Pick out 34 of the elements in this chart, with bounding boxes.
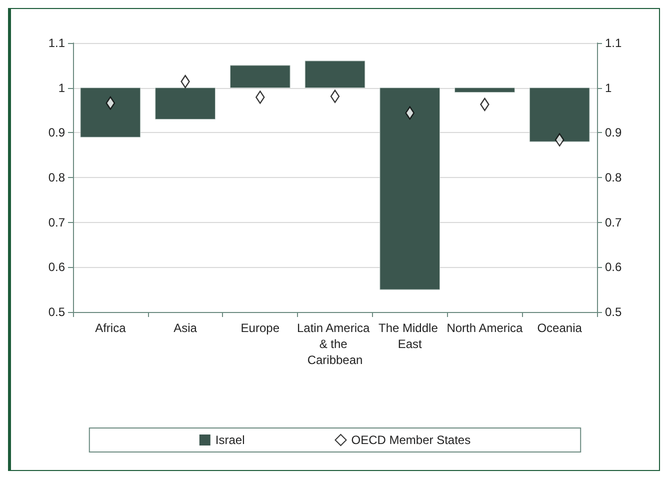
y2-tick-label: 1.1 xyxy=(605,36,622,50)
y2-tick-label: 0.6 xyxy=(605,260,622,274)
y-tick-label: 1 xyxy=(58,80,66,95)
x-tick-label: Asia xyxy=(174,321,198,335)
x-tick-label: The Middle East xyxy=(378,321,442,351)
bar xyxy=(380,88,440,290)
bar xyxy=(529,88,590,142)
y2-tick-label: 0.9 xyxy=(605,126,622,140)
x-tick-label: Europe xyxy=(240,321,280,335)
bar xyxy=(80,88,141,138)
x-tick-label: Oceania xyxy=(537,321,582,335)
legend-label: Israel xyxy=(215,433,245,447)
x-tick-label: Latin America & the Caribbean xyxy=(296,321,374,367)
y2-tick-label: 0.8 xyxy=(605,170,622,184)
y-tick-label: 0.9 xyxy=(48,126,66,140)
bar xyxy=(454,88,515,93)
y2-tick-label: 1 xyxy=(605,80,612,95)
bar xyxy=(230,65,290,88)
point xyxy=(106,96,116,110)
y-tick-label: 0.7 xyxy=(48,215,66,230)
y-tick-label: 0.5 xyxy=(48,305,66,319)
point xyxy=(554,133,564,146)
y-tick-label: 0.8 xyxy=(48,170,66,184)
y-tick-label: 1.1 xyxy=(48,36,66,50)
y-tick-label: 0.6 xyxy=(48,260,66,274)
point xyxy=(256,90,265,104)
y2-tick-label: 0.5 xyxy=(605,305,622,319)
point xyxy=(330,90,340,103)
bar xyxy=(304,60,366,88)
legend-label: OECD Member States xyxy=(351,433,471,447)
bar xyxy=(155,88,216,120)
y2-tick-label: 0.7 xyxy=(605,215,622,230)
x-tick-label: North America xyxy=(446,321,524,335)
x-tick-label: Africa xyxy=(95,321,126,335)
